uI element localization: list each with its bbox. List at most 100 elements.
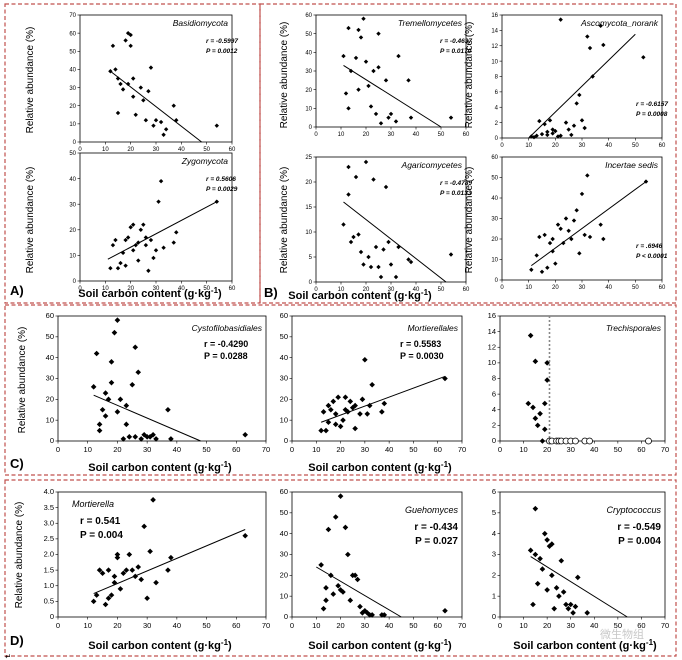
chart-ascomycota: 0 10 20 30 40 50 60 0 2 4 6 8 10 12 14 16 Ascomycota_nor… xyxy=(491,13,668,149)
plot-frame xyxy=(79,152,233,282)
x-tick-label: 20 xyxy=(127,286,134,292)
x-tick-label: 10 xyxy=(312,621,320,630)
data-point xyxy=(141,222,146,227)
data-point xyxy=(328,572,334,579)
xlabel-sup: -1 xyxy=(441,460,449,469)
chart-zygo: 0 10 20 30 40 50 60 0 10 20 30 40 50 Zygomycota r = 0.… xyxy=(69,151,237,292)
data-point xyxy=(325,402,332,409)
y-tick-label: 20 xyxy=(305,88,312,94)
data-point xyxy=(534,422,541,429)
data-point xyxy=(529,134,534,139)
data-point xyxy=(363,59,369,64)
xlabel-main: Soil carbon content (g·kg xyxy=(78,288,211,300)
y-tick-label: 4.0 xyxy=(44,487,54,496)
y-tick-label: 4 xyxy=(492,405,496,414)
watermark: 微生物组 xyxy=(600,627,644,641)
y-tick-label: 50 xyxy=(491,176,498,182)
x-tick-label: 50 xyxy=(202,621,210,630)
p-value: P = 0.0288 xyxy=(204,351,248,361)
data-point xyxy=(96,427,103,434)
y-tick-label: 10 xyxy=(491,258,498,264)
y-tick-label: 0 xyxy=(73,140,77,146)
x-tick-label: 60 xyxy=(637,621,645,630)
data-point xyxy=(133,242,138,248)
data-point xyxy=(174,118,179,123)
data-point xyxy=(569,132,574,138)
data-point xyxy=(563,120,569,125)
data-point xyxy=(323,597,329,604)
data-point xyxy=(96,567,103,573)
x-tick-label: 30 xyxy=(153,147,160,153)
x-tick-label: 40 xyxy=(178,286,185,292)
data-point xyxy=(585,34,590,39)
data-point xyxy=(544,537,550,543)
chart-title: Ascomycota_norank xyxy=(580,18,659,28)
xlabel-end: ) xyxy=(653,640,657,652)
border-b xyxy=(259,3,677,304)
data-point xyxy=(577,251,582,256)
data-point xyxy=(558,133,563,138)
data-point xyxy=(148,237,154,243)
r-value: r = -0.5997 xyxy=(206,38,238,45)
y-axis-title: Relative abundance (%) xyxy=(464,167,475,274)
x-tick-label: 40 xyxy=(173,621,181,630)
data-point xyxy=(126,551,133,558)
chart-title: Mortierella xyxy=(72,499,114,509)
y-tick-label: 1.5 xyxy=(44,565,54,574)
x-tick-label: 40 xyxy=(605,143,612,149)
data-point xyxy=(123,263,128,268)
chart-title: Agaricomycetes xyxy=(401,160,463,170)
plot-frame xyxy=(57,315,267,442)
border-c xyxy=(4,304,677,476)
xlabel-main: Soil carbon content (g·kg xyxy=(308,462,441,474)
trend-line xyxy=(93,394,201,442)
data-point xyxy=(558,557,565,564)
data-point xyxy=(111,329,118,336)
y-tick-label: 0 xyxy=(492,612,496,621)
y-tick-label: 20 xyxy=(280,395,288,404)
y-tick-label: 0 xyxy=(284,612,288,621)
trend-line xyxy=(107,201,218,260)
data-point xyxy=(147,548,153,555)
data-point xyxy=(534,133,539,138)
chart-mortierellales: 0 10 20 30 40 50 60 70 0 10 20 30 40 50 60 Mortierellal… xyxy=(280,311,467,454)
data-point xyxy=(545,132,550,138)
data-point xyxy=(544,377,550,383)
data-point xyxy=(376,264,381,270)
data-point xyxy=(574,574,581,581)
data-point xyxy=(138,436,144,442)
xlabel-main: Soil carbon content (g·kg xyxy=(288,290,421,302)
data-point xyxy=(584,610,591,616)
data-point xyxy=(357,411,363,417)
data-point xyxy=(527,547,534,554)
data-point xyxy=(362,607,368,614)
trend-line xyxy=(343,64,442,128)
y-tick-label: 50 xyxy=(46,332,54,341)
data-point xyxy=(144,434,150,440)
data-point xyxy=(555,222,561,227)
x-tick-label: 0 xyxy=(78,147,82,153)
data-point xyxy=(598,23,603,28)
data-point xyxy=(348,239,354,245)
panel-label-c: C) xyxy=(10,456,24,471)
data-point xyxy=(111,573,118,580)
data-point xyxy=(123,567,130,573)
data-point xyxy=(539,269,545,274)
x-tick-label: 60 xyxy=(659,143,666,149)
x-tick-label: 30 xyxy=(388,132,395,138)
x-tick-label: 0 xyxy=(78,286,82,292)
y-tick-label: 30 xyxy=(46,374,54,383)
y-tick-label: 30 xyxy=(69,86,76,92)
x-tick-label: 30 xyxy=(143,445,151,454)
plot-frame xyxy=(291,315,463,442)
y-tick-label: 50 xyxy=(280,332,288,341)
y-tick-label: 0 xyxy=(50,612,54,621)
x-axis-title-c1: Soil carbon content (g·kg-1) xyxy=(88,460,232,474)
y-tick-label: 20 xyxy=(280,571,288,580)
data-point xyxy=(163,127,169,132)
data-point xyxy=(373,244,379,250)
data-point xyxy=(571,123,577,128)
data-point xyxy=(342,394,349,401)
x-tick-label: 20 xyxy=(363,287,370,293)
data-point xyxy=(105,567,112,573)
